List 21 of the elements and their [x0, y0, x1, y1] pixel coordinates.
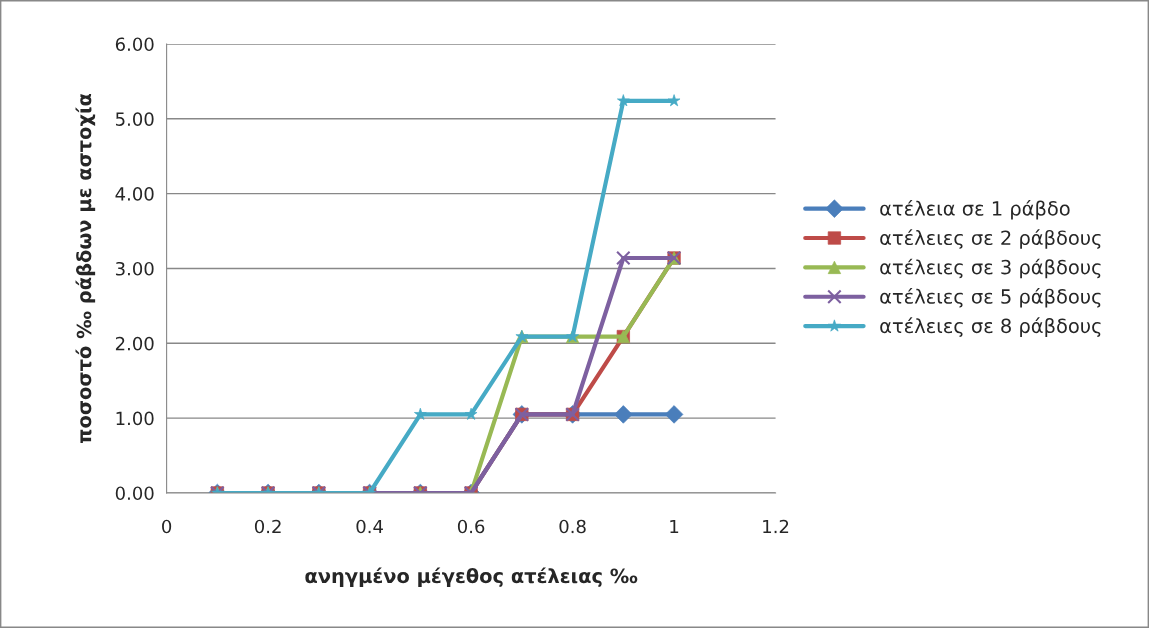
- y-tick-label: 1.00: [116, 411, 154, 426]
- x-tick-label: 0: [162, 519, 172, 534]
- x-tick-label: 0.8: [559, 519, 586, 534]
- legend-label: ατέλεια σε 1 ράβδο: [880, 199, 1070, 220]
- y-tick-label: 5.00: [115, 112, 154, 126]
- legend-label: ατέλειες σε 3 ράβδους: [880, 258, 1101, 279]
- x-tick-label: 1: [670, 519, 679, 534]
- x-axis-title: ανηγμένο μέγεθος ατέλειας ‰: [305, 567, 638, 588]
- x-tick-label: 0.4: [356, 519, 383, 534]
- y-tick-label: 2.00: [115, 336, 154, 351]
- legend-label: ατέλειες σε 2 ράβδους: [880, 229, 1101, 249]
- x-tick-label: 0.6: [457, 519, 485, 534]
- y-axis-title: ποσοστό ‰ ράβδων με αστοχία: [75, 93, 96, 444]
- legend-label: ατέλειες σε 5 ράβδους: [880, 287, 1101, 308]
- x-tick-label: 1.2: [763, 519, 789, 534]
- y-tick-label: 4.00: [115, 187, 154, 201]
- legend-label: ατέλειες σε 8 ράβδους: [880, 317, 1101, 337]
- x-tick-label: 0.2: [254, 519, 281, 534]
- y-tick-label: 3.00: [115, 261, 154, 276]
- y-tick-label: 0.00: [115, 486, 154, 501]
- y-tick-label: 6.00: [115, 37, 154, 52]
